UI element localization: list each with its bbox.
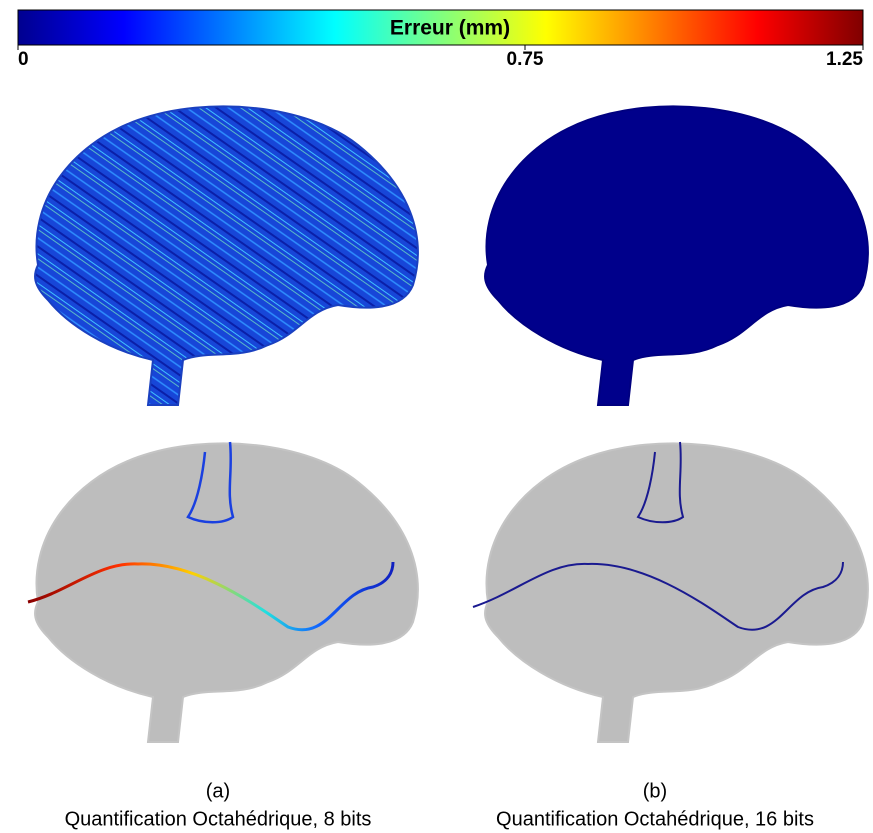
colorbar-ticks: 0 0.75 1.25 [17,45,864,70]
brain-fiber-16bits [472,441,869,743]
brain-error-8bits [34,105,419,407]
colorbar-title: Erreur (mm) [390,17,510,40]
panel-label: (b) [643,780,667,802]
panel-label: (a) [206,780,230,802]
colorbar [17,9,864,46]
brain-fiber-8bits [27,441,419,743]
tick-label: 0.75 [507,49,544,70]
brain-error-16bits [484,105,869,407]
tick-label: 1.25 [826,49,863,70]
tick-label: 0 [18,49,29,70]
panel-caption: Quantification Octahédrique, 8 bits [65,808,372,830]
panel-caption: Quantification Octahédrique, 16 bits [496,808,814,830]
